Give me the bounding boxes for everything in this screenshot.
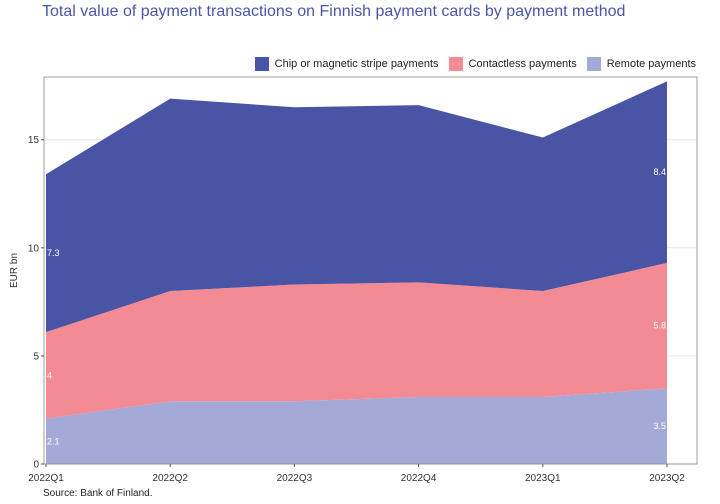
chart-legend: Chip or magnetic stripe payments Contact… [245,57,696,71]
x-tick-label: 2023Q1 [525,473,561,484]
legend-item-contactless: Contactless payments [448,57,577,71]
x-tick-label: 2023Q2 [649,473,685,484]
y-tick-label: 5 [33,351,39,362]
chart-title: Total value of payment transactions on F… [42,3,626,20]
legend-label-remote: Remote payments [606,58,696,70]
area-series [46,81,667,464]
y-tick-label: 0 [33,460,39,471]
data-label: 2.1 [47,436,60,446]
x-tick-label: 2022Q1 [28,473,64,484]
y-tick-label: 10 [28,243,40,254]
y-tick-label: 15 [28,135,40,146]
legend-swatch-contactless [448,57,463,71]
area-remote [46,388,667,464]
source-note: Source: Bank of Finland. [43,488,153,499]
area-chip [46,81,667,333]
x-tick-label: 2022Q3 [277,473,313,484]
y-axis-label: EUR bn [9,253,20,288]
legend-swatch-remote [586,57,601,71]
legend-item-chip: Chip or magnetic stripe payments [254,57,439,71]
plot-panel-border [43,76,698,465]
data-label: 3.5 [653,421,666,431]
data-label: 5.8 [653,321,666,331]
data-labels: 2.1 3.5 4 5.8 7.3 8.4 [47,167,666,446]
axes: 0 5 10 15 2022Q1 2022Q2 2022Q3 2022Q4 2023Q1 2023… [9,76,698,484]
data-label: 7.3 [47,248,60,258]
legend-swatch-chip [254,57,269,71]
x-tick-label: 2022Q4 [401,473,437,484]
legend-label-chip: Chip or magnetic stripe payments [274,58,439,70]
area-contactless [46,262,667,419]
data-label: 4 [47,370,52,380]
legend-label-contactless: Contactless payments [468,58,577,70]
legend-item-remote: Remote payments [586,57,696,71]
x-tick-label: 2022Q2 [152,473,188,484]
data-label: 8.4 [653,167,666,177]
